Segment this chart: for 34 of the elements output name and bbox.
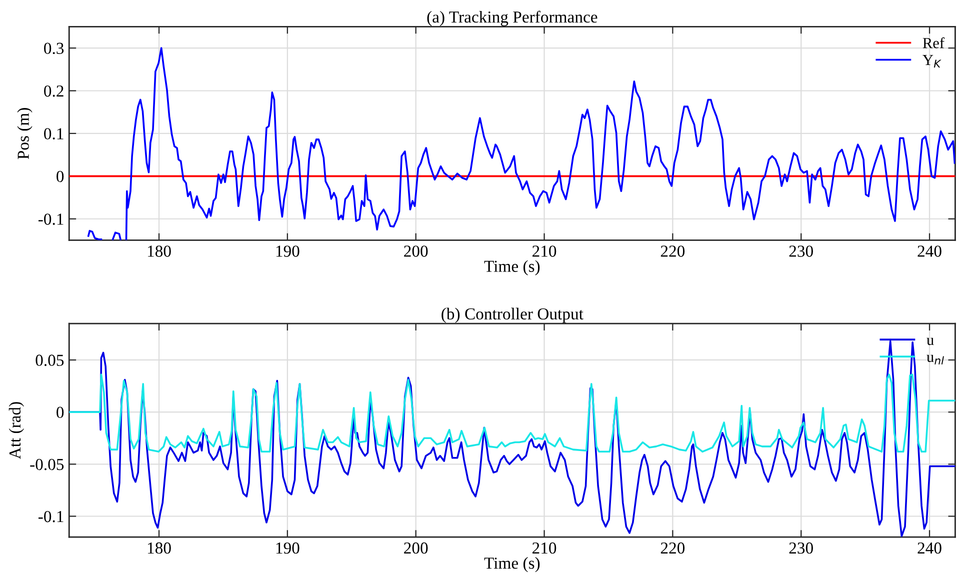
legend-label: Ref bbox=[922, 37, 945, 48]
x-tick-label: 230 bbox=[789, 246, 813, 257]
x-axis-title: Time (s) bbox=[484, 557, 540, 572]
x-tick-label: 210 bbox=[532, 246, 556, 257]
x-tick-label: 240 bbox=[918, 246, 942, 257]
x-tick-label: 180 bbox=[148, 542, 171, 554]
legend-label: u$_{nl}$ bbox=[926, 354, 944, 364]
x-tick-label: 200 bbox=[404, 246, 428, 257]
legend-label: u bbox=[926, 338, 934, 346]
chart-title: (b) Controller Output bbox=[442, 308, 584, 323]
x-tick-label: 220 bbox=[660, 542, 685, 554]
y-tick-label: -0.05 bbox=[30, 458, 64, 470]
y-tick-label: 0.3 bbox=[44, 42, 64, 54]
x-tick-label: 180 bbox=[148, 246, 171, 257]
y-axis-title: Pos (m) bbox=[17, 108, 32, 160]
x-tick-label: 240 bbox=[918, 542, 942, 554]
chart-title: (a) Tracking Performance bbox=[427, 10, 598, 26]
y-axis-title: Att (rad) bbox=[8, 402, 24, 460]
x-tick-label: 200 bbox=[404, 542, 428, 554]
y-tick-label: -0.1 bbox=[38, 214, 64, 225]
x-tick-label: 220 bbox=[660, 246, 685, 257]
x-tick-label: 210 bbox=[532, 542, 556, 554]
y-tick-label: 0.05 bbox=[36, 354, 64, 366]
y-tick-label: 0 bbox=[56, 406, 64, 418]
y-tick-label: 0 bbox=[56, 170, 64, 182]
legend-label: Y$_{K}$ bbox=[922, 54, 942, 68]
y-tick-label: 0.1 bbox=[44, 128, 64, 140]
x-axis-title: Time (s) bbox=[484, 260, 540, 276]
y-tick-label: 0.2 bbox=[44, 85, 64, 97]
line-series bbox=[69, 374, 956, 453]
x-tick-label: 190 bbox=[276, 542, 300, 554]
x-tick-label: 190 bbox=[276, 246, 300, 257]
x-tick-label: 230 bbox=[789, 542, 813, 554]
y-tick-label: -0.1 bbox=[38, 510, 64, 522]
